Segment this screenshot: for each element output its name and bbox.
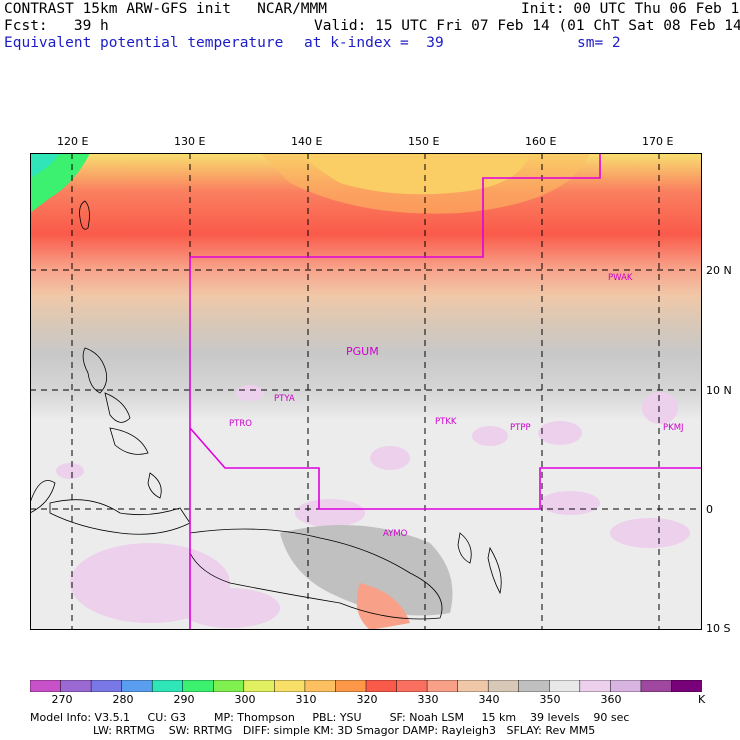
map-frame bbox=[30, 153, 702, 630]
colorbar-swatch bbox=[121, 680, 153, 692]
colorbar-swatch bbox=[90, 680, 123, 692]
colorbar-unit: K bbox=[698, 693, 706, 706]
lat-label-0: 0 bbox=[706, 503, 713, 516]
domain-boundary bbox=[189, 153, 702, 630]
colorbar-label-350: 350 bbox=[539, 693, 561, 706]
colorbar-label-340: 340 bbox=[478, 693, 500, 706]
colorbar-swatch bbox=[30, 680, 62, 692]
station-aymo: AYMO bbox=[383, 529, 408, 539]
station-ptkk: PTKK bbox=[435, 417, 457, 427]
lon-label-160: 160 E bbox=[525, 135, 557, 148]
lon-label-140: 140 E bbox=[291, 135, 323, 148]
colorbar-swatch bbox=[579, 680, 612, 692]
lat-label-10s: 10 S bbox=[706, 622, 731, 635]
colorbar-swatch bbox=[457, 680, 489, 692]
lon-label-150: 150 E bbox=[408, 135, 440, 148]
model-info-line2: LW: RRTMG SW: RRTMG DIFF: simple KM: 3D … bbox=[30, 724, 596, 737]
colorbar-swatch bbox=[426, 680, 459, 692]
colorbar-label-310: 310 bbox=[295, 693, 317, 706]
colorbar-swatch bbox=[304, 680, 337, 692]
lon-label-120: 120 E bbox=[57, 135, 89, 148]
colorbar-swatch bbox=[243, 680, 276, 692]
colorbar-label-330: 330 bbox=[417, 693, 439, 706]
lon-label-170: 170 E bbox=[642, 135, 674, 148]
colorbar bbox=[30, 680, 702, 692]
model-info-line1: Model Info: V3.5.1 CU: G3 MP: Thompson P… bbox=[30, 711, 630, 724]
lat-label-10n: 10 N bbox=[706, 384, 732, 397]
colorbar-swatch bbox=[60, 680, 92, 692]
field-name: Equivalent potential temperature bbox=[4, 35, 284, 51]
colorbar-swatch bbox=[640, 680, 673, 692]
lat-label-20n: 20 N bbox=[706, 264, 732, 277]
colorbar-label-320: 320 bbox=[356, 693, 378, 706]
colorbar-swatch bbox=[274, 680, 306, 692]
colorbar-swatch bbox=[610, 680, 642, 692]
lon-label-130: 130 E bbox=[174, 135, 206, 148]
colorbar-swatch bbox=[487, 680, 520, 692]
colorbar-label-280: 280 bbox=[112, 693, 134, 706]
init-time: Init: 00 UTC Thu 06 Feb 14 bbox=[521, 1, 740, 17]
colorbar-label-360: 360 bbox=[600, 693, 622, 706]
colorbar-swatch bbox=[365, 680, 398, 692]
station-ptpp: PTPP bbox=[510, 423, 531, 433]
colorbar-label-290: 290 bbox=[173, 693, 195, 706]
colorbar-swatch bbox=[151, 680, 184, 692]
colorbar-label-300: 300 bbox=[234, 693, 256, 706]
colorbar-swatch bbox=[335, 680, 367, 692]
colorbar-swatch bbox=[671, 680, 702, 692]
station-pgum: PGUM bbox=[346, 345, 379, 358]
colorbar-swatch bbox=[213, 680, 245, 692]
station-ptro: PTRO bbox=[229, 419, 252, 429]
colorbar-swatch bbox=[518, 680, 551, 692]
colorbar-swatch bbox=[396, 680, 428, 692]
theta-e-map: PWAK PGUM PTYA PTRO PTKK PTPP PKMJ AYMO bbox=[30, 153, 702, 630]
level-info: at k-index = 39 bbox=[304, 35, 444, 51]
valid-time: Valid: 15 UTC Fri 07 Feb 14 (01 ChT Sat … bbox=[314, 18, 740, 34]
terrain-gray bbox=[280, 525, 453, 616]
colorbar-swatch bbox=[549, 680, 581, 692]
colorbar-swatch bbox=[182, 680, 215, 692]
station-pwak: PWAK bbox=[608, 273, 633, 283]
colorbar-label-270: 270 bbox=[51, 693, 73, 706]
forecast-hour: Fcst: 39 h bbox=[4, 18, 109, 34]
smoothing-info: sm= 2 bbox=[577, 35, 621, 51]
station-pkmj: PKMJ bbox=[663, 423, 684, 433]
model-title: CONTRAST 15km ARW-GFS init NCAR/MMM bbox=[4, 1, 328, 17]
station-ptya: PTYA bbox=[274, 394, 295, 404]
